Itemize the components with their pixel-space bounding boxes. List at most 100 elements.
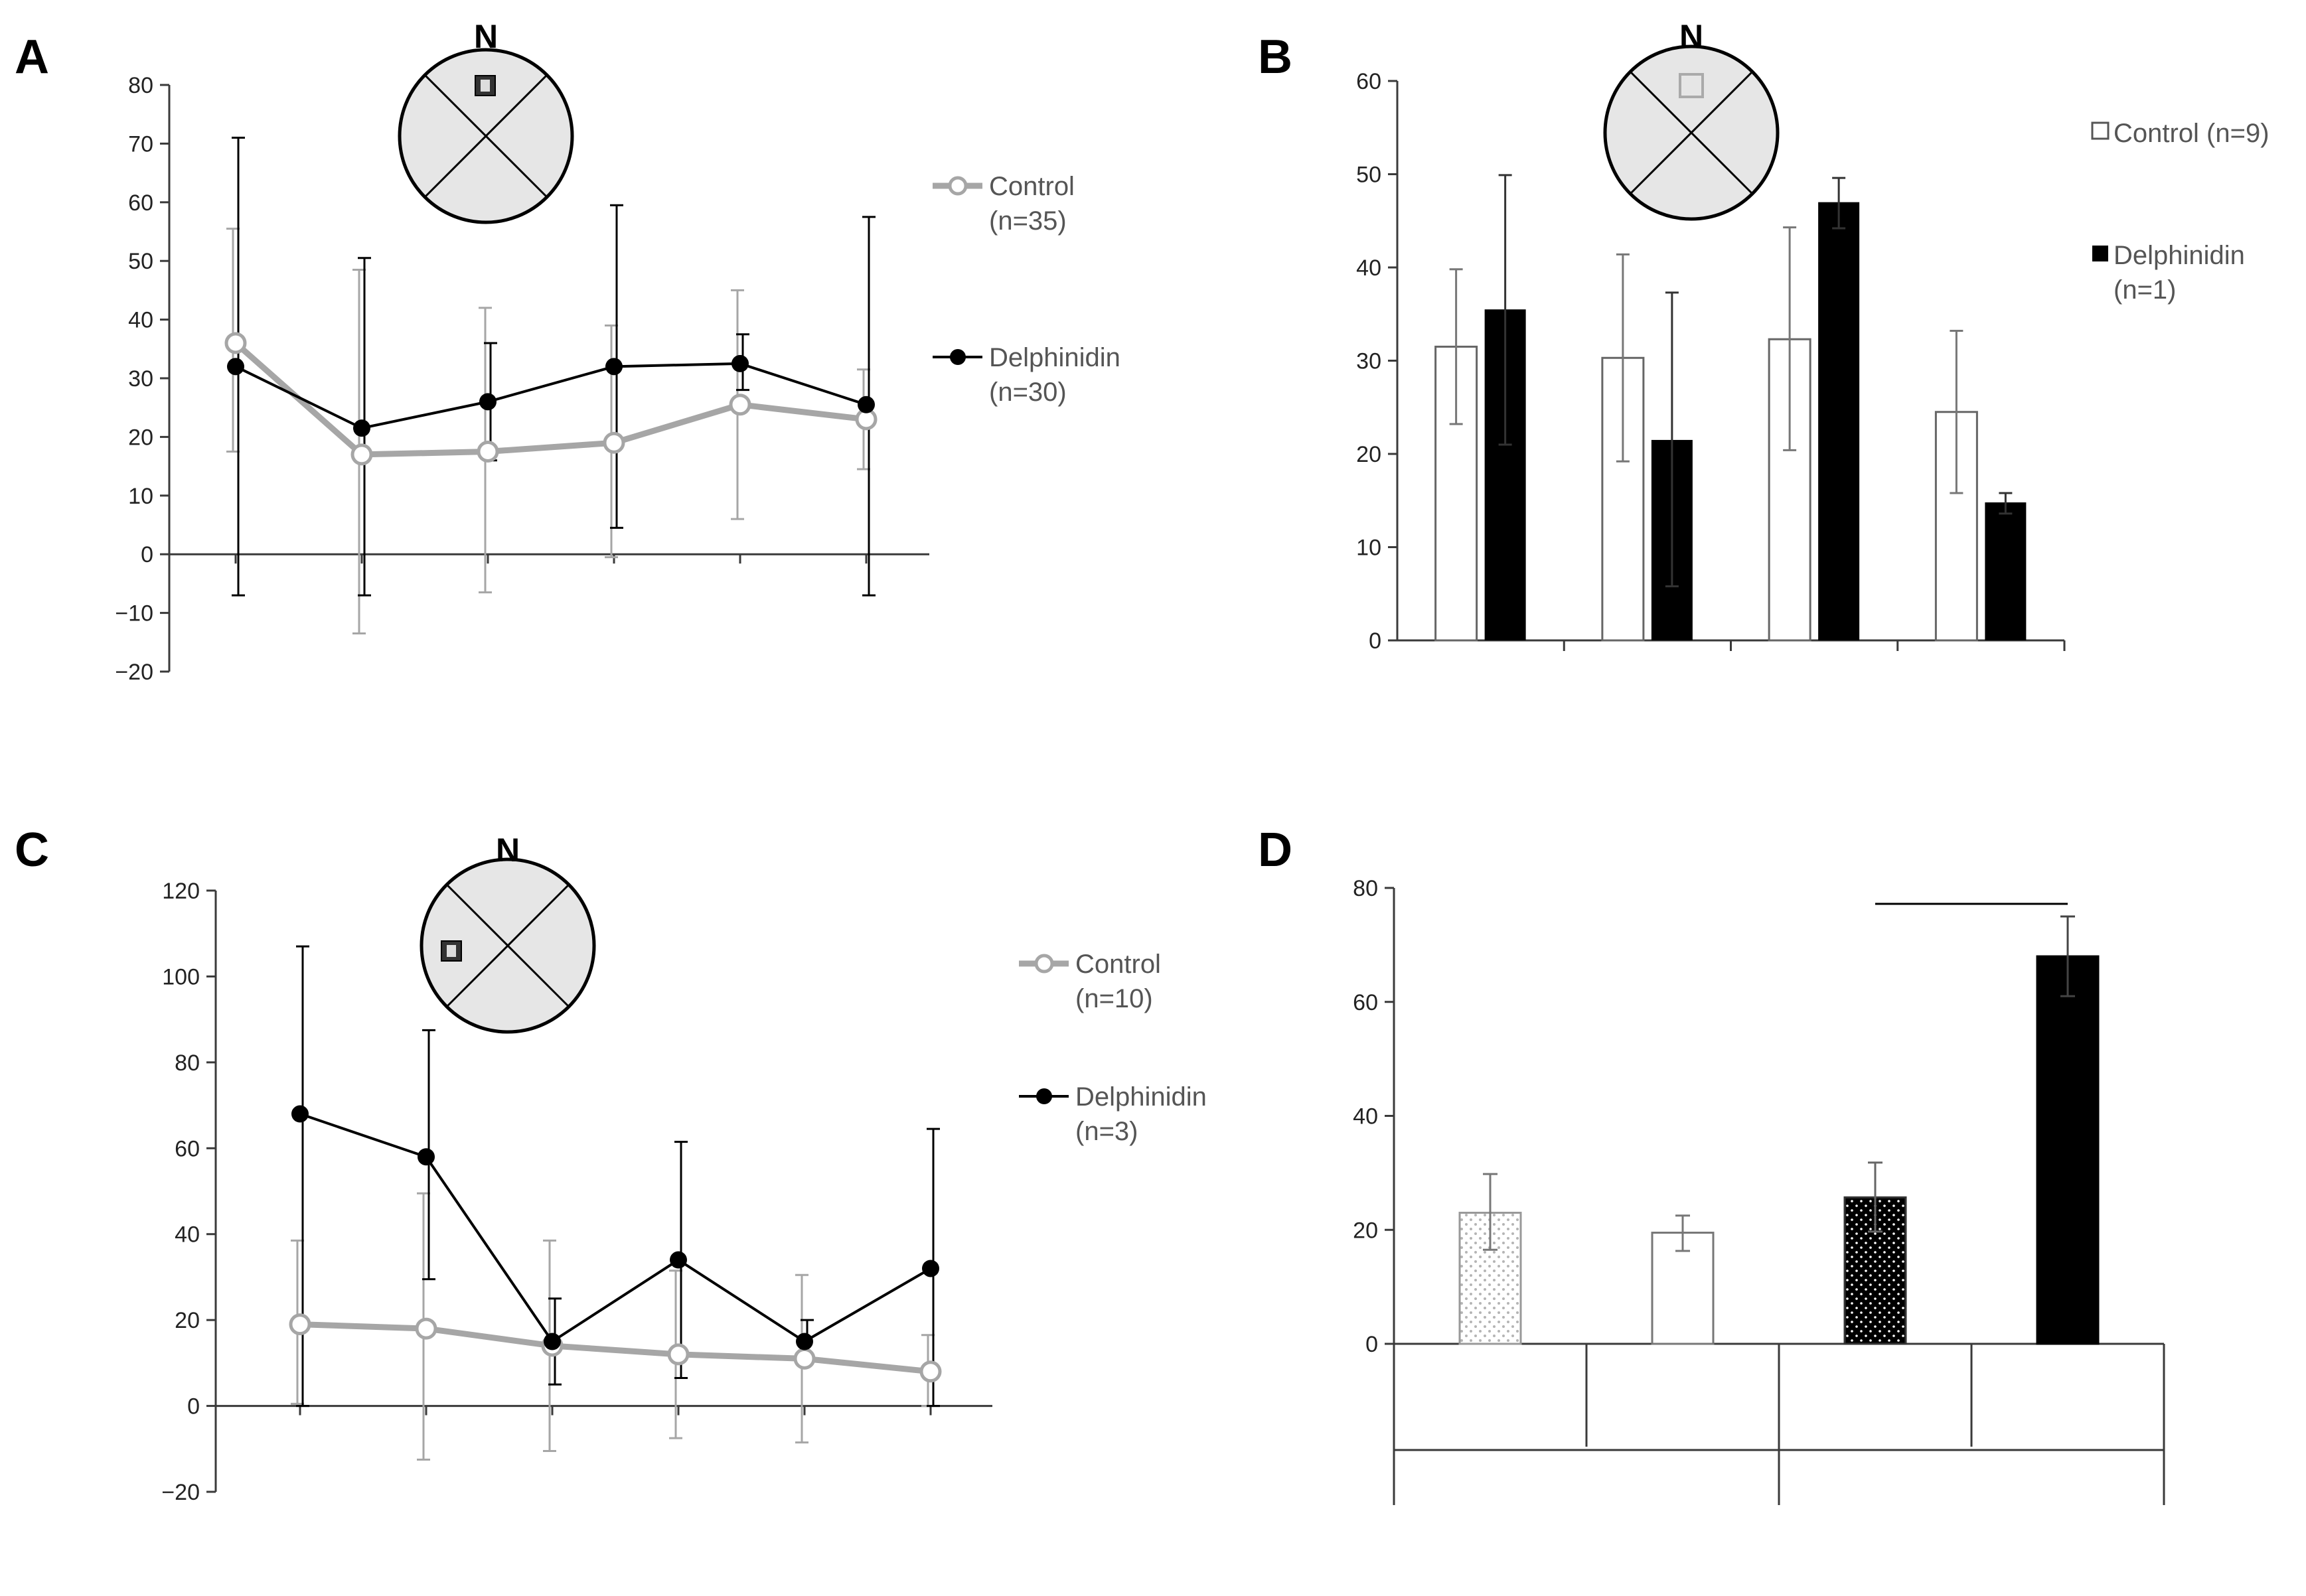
y-tick-label: −10 — [115, 601, 153, 626]
data-point-delphinidin — [544, 1333, 561, 1350]
y-tick-label: 0 — [187, 1394, 200, 1419]
former-platform-icon — [1679, 73, 1704, 98]
y-tick-label: 0 — [141, 542, 153, 567]
bar-delphinidin — [1985, 502, 2027, 640]
data-point-control — [289, 1313, 311, 1336]
legend-n-control: (n=35) — [989, 206, 1067, 236]
water-maze-pool-c: N — [420, 832, 596, 1034]
y-tick-label: 120 — [162, 879, 200, 904]
data-point-control — [667, 1343, 690, 1366]
series-line-delphinidin — [235, 362, 867, 430]
y-tick-label: 80 — [128, 73, 153, 98]
legend-label-control: Control — [989, 172, 1075, 201]
plot-area-c: −20 0 20 40 60 80 100 120 — [161, 879, 992, 1505]
y-tick-label: 40 — [1353, 1104, 1378, 1129]
legend-label-delphinidin: Delphinidin — [989, 343, 1120, 372]
data-point-control — [729, 394, 751, 416]
legend-label-delphinidin: Delphinidin — [2114, 241, 2245, 270]
y-tick-label: 30 — [1356, 349, 1381, 374]
y-tick-label: 40 — [175, 1222, 200, 1248]
series-line-control — [299, 1321, 931, 1375]
legend-a: Control (n=35) Delphinidin (n=30) — [933, 172, 1120, 407]
legend-label-delphinidin: Delphinidin — [1075, 1082, 1207, 1112]
data-point-control — [477, 441, 499, 463]
y-tick-label: 50 — [1356, 163, 1381, 188]
panel-a: A N −20 −10 0 10 20 30 40 50 60 70 80 Control (n=3… — [15, 18, 1120, 685]
y-tick-label: 60 — [175, 1136, 200, 1161]
legend-marker-control — [948, 176, 968, 196]
data-point-delphinidin — [418, 1148, 435, 1166]
data-point-control — [350, 443, 373, 466]
y-tick-label: 0 — [1365, 1332, 1378, 1357]
y-tick-label: 20 — [128, 425, 153, 450]
y-tick-label: 50 — [128, 249, 153, 274]
y-tick-label: 10 — [128, 484, 153, 509]
y-tick-label: −20 — [161, 1480, 200, 1505]
data-point-delphinidin — [796, 1333, 813, 1350]
legend-swatch-delphinidin — [2092, 246, 2108, 261]
data-point-control — [603, 431, 625, 454]
y-tick-label: 60 — [128, 190, 153, 216]
data-point-delphinidin — [353, 419, 370, 437]
data-point-control — [224, 332, 247, 354]
y-tick-label: 30 — [128, 366, 153, 392]
y-tick-label: 100 — [162, 964, 200, 989]
data-point-control — [919, 1360, 942, 1383]
legend-label-control: Control — [1075, 950, 1161, 979]
data-point-delphinidin — [922, 1260, 939, 1277]
platform-icon — [441, 940, 462, 962]
plot-area-a: −20 −10 0 10 20 30 40 50 60 70 80 — [115, 73, 929, 685]
y-tick-label: 20 — [175, 1308, 200, 1333]
bar-delphinidin — [1818, 202, 1860, 640]
panel-d: D 0 20 40 60 80 — [1258, 824, 2165, 1505]
panel-letter-d: D — [1258, 824, 1292, 877]
panel-letter-a: A — [15, 31, 49, 84]
y-tick-label: 10 — [1356, 536, 1381, 561]
data-point-delphinidin — [605, 358, 623, 376]
legend-marker-control — [1034, 954, 1054, 974]
panel-letter-b: B — [1258, 31, 1292, 84]
bar-delphinidin — [2036, 955, 2100, 1345]
panel-c: C N −20 0 20 40 60 80 100 120 Control (n=10) De… — [15, 824, 1207, 1505]
y-tick-label: 0 — [1369, 628, 1381, 654]
north-label: N — [496, 832, 520, 869]
legend-c: Control (n=10) Delphinidin (n=3) — [1019, 950, 1207, 1146]
y-tick-label: 20 — [1353, 1218, 1378, 1243]
legend-b: Control (n=9) Delphinidin (n=1) — [2091, 119, 2269, 305]
data-point-delphinidin — [291, 1105, 309, 1123]
y-tick-label: 60 — [1356, 69, 1381, 94]
data-point-delphinidin — [731, 354, 749, 372]
legend-label-control: Control (n=9) — [2114, 119, 2269, 148]
series-line-delphinidin — [299, 1112, 932, 1343]
legend-marker-delphinidin — [1036, 1088, 1052, 1104]
series-line-control — [234, 340, 867, 458]
y-tick-label: 40 — [1356, 255, 1381, 281]
data-point-delphinidin — [227, 358, 244, 376]
water-maze-pool-b: N — [1603, 18, 1780, 221]
y-tick-label: 70 — [128, 131, 153, 157]
y-tick-label: −20 — [115, 660, 153, 685]
y-tick-label: 40 — [128, 308, 153, 333]
legend-n-delphinidin: (n=30) — [989, 378, 1067, 407]
data-point-delphinidin — [858, 396, 875, 413]
legend-swatch-control — [2091, 121, 2110, 140]
data-point-delphinidin — [479, 393, 497, 411]
data-point-delphinidin — [670, 1251, 687, 1269]
y-tick-label: 20 — [1356, 442, 1381, 467]
legend-n-delphinidin: (n=3) — [1075, 1117, 1138, 1146]
panel-b: B N 0 10 20 30 40 50 60 Control (n=9) Delphini… — [1258, 18, 2269, 654]
plot-area-b: 0 10 20 30 40 50 60 — [1356, 69, 2066, 654]
water-maze-pool-a: N — [398, 18, 574, 224]
north-label: N — [474, 18, 498, 55]
legend-n-control: (n=10) — [1075, 984, 1153, 1013]
north-label: N — [1679, 18, 1703, 55]
y-tick-label: 80 — [175, 1051, 200, 1076]
data-point-control — [793, 1347, 816, 1370]
plot-area-d: 0 20 40 60 80 — [1353, 876, 2165, 1505]
legend-marker-delphinidin — [950, 349, 966, 365]
legend-n-delphinidin: (n=1) — [2114, 275, 2177, 305]
panel-letter-c: C — [15, 824, 49, 877]
y-tick-label: 60 — [1353, 990, 1378, 1015]
y-tick-label: 80 — [1353, 876, 1378, 901]
